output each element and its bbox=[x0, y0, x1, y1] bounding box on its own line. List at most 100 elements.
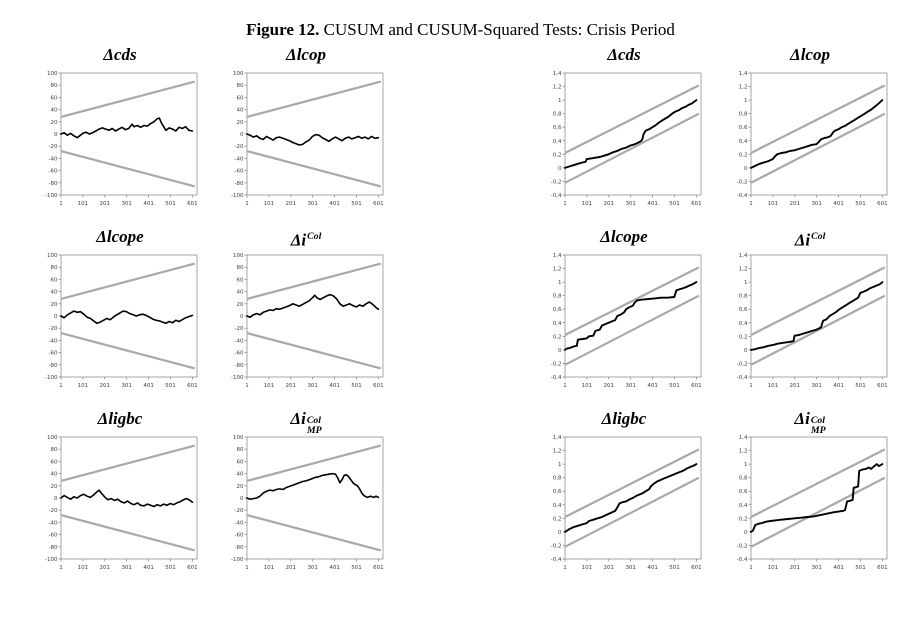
plot-border bbox=[750, 436, 888, 560]
y-tick-label: -60 bbox=[235, 169, 244, 175]
lower-band-line bbox=[564, 294, 700, 366]
chart-title: Δcds bbox=[40, 44, 200, 68]
y-tick-label: -80 bbox=[235, 363, 244, 369]
lower-band-line bbox=[246, 150, 382, 188]
x-tick-label: 101 bbox=[582, 565, 593, 571]
y-tick-label: 0 bbox=[558, 166, 562, 172]
chart-plot-area: 100 80 60 40 20 0 -20 -40 -60 -80 -100 1 101 201 301 40… bbox=[40, 250, 200, 396]
y-tick-label: 0,6 bbox=[739, 307, 748, 313]
chart-title: Δcds bbox=[544, 44, 704, 68]
x-tick-label: 401 bbox=[647, 565, 658, 571]
x-tick-label: 201 bbox=[790, 201, 801, 207]
y-tick-label: -80 bbox=[235, 545, 244, 551]
y-tick-label: 0,6 bbox=[739, 125, 748, 131]
x-tick-label: 301 bbox=[307, 201, 318, 207]
y-tick-label: 0,6 bbox=[553, 307, 562, 313]
x-tick-label: 401 bbox=[143, 201, 154, 207]
cusum-statistic-line bbox=[750, 463, 884, 533]
lower-band-line bbox=[60, 514, 196, 552]
cusum-statistic-line bbox=[246, 472, 380, 500]
y-tick-label: 1 bbox=[558, 462, 562, 468]
cusum-statistic-line bbox=[564, 99, 698, 169]
y-tick-label: 0,8 bbox=[739, 294, 748, 300]
upper-band-line bbox=[564, 84, 700, 154]
x-tick-label: 201 bbox=[604, 565, 615, 571]
x-tick-label: 301 bbox=[307, 383, 318, 389]
y-tick-label: 0,6 bbox=[553, 125, 562, 131]
y-tick-label: -100 bbox=[231, 375, 244, 381]
y-tick-label: 60 bbox=[51, 277, 58, 283]
y-tick-label: 1 bbox=[558, 98, 562, 104]
y-tick-label: -40 bbox=[235, 338, 244, 344]
chart-cusum-ligbc: Δligbc 100 80 60 40 20 0 -20 -40 -60 -80 -100 1 101 2… bbox=[40, 408, 200, 578]
y-tick-label: 0,2 bbox=[739, 334, 748, 340]
y-tick-label: -20 bbox=[235, 326, 244, 332]
y-tick-label: 0 bbox=[54, 496, 58, 502]
y-tick-label: 80 bbox=[51, 265, 58, 271]
y-tick-label: 1 bbox=[558, 280, 562, 286]
plot-border bbox=[60, 436, 198, 560]
chart-title: Δi Col MP bbox=[730, 408, 890, 436]
x-tick-label: 501 bbox=[165, 565, 176, 571]
y-tick-label: 0 bbox=[744, 348, 748, 354]
cusumsq-icol-mp-plot-svg: 1,41,210,80,60,40,20-0,2-0,41 101 201 301 40… bbox=[737, 435, 888, 571]
y-tick-label: 0,2 bbox=[739, 516, 748, 522]
lower-band-line bbox=[246, 514, 382, 552]
x-tick-label: 501 bbox=[351, 383, 362, 389]
y-tick-label: 80 bbox=[237, 265, 244, 271]
x-tick-label: 101 bbox=[78, 201, 89, 207]
y-tick-label: -0,2 bbox=[551, 179, 562, 185]
y-tick-label: 0,8 bbox=[553, 294, 562, 300]
x-tick-label: 601 bbox=[373, 565, 384, 571]
chart-title-text: Δligbc bbox=[97, 409, 143, 428]
x-tick-label: 101 bbox=[582, 201, 593, 207]
y-tick-label: 1,4 bbox=[553, 253, 562, 259]
y-tick-label: 0 bbox=[240, 314, 244, 320]
y-tick-label: 0,2 bbox=[553, 152, 562, 158]
x-tick-label: 601 bbox=[373, 201, 384, 207]
y-tick-label: 60 bbox=[237, 459, 244, 465]
chart-title: Δlcope bbox=[544, 226, 704, 250]
cusumsq-ligbc-plot-svg: 1,41,210,80,60,40,20-0,2-0,41 101 201 301 40… bbox=[551, 435, 702, 571]
y-tick-label: 0,2 bbox=[739, 152, 748, 158]
y-tick-label: 80 bbox=[51, 447, 58, 453]
y-tick-label: -60 bbox=[235, 351, 244, 357]
x-tick-label: 401 bbox=[143, 383, 154, 389]
x-tick-label: 401 bbox=[329, 201, 340, 207]
x-tick-label: 501 bbox=[855, 383, 866, 389]
y-tick-label: 0,6 bbox=[553, 489, 562, 495]
cusum-statistic-line bbox=[60, 489, 194, 508]
y-tick-label: 0,8 bbox=[739, 476, 748, 482]
y-tick-label: -80 bbox=[49, 181, 58, 187]
lower-band-line bbox=[60, 332, 196, 370]
cusumsq-cds-plot-svg: 1,41,210,80,60,40,20-0,2-0,41 101 201 301 40… bbox=[551, 71, 702, 207]
y-tick-label: -0,4 bbox=[551, 375, 562, 381]
y-tick-label: 0,2 bbox=[553, 516, 562, 522]
x-tick-label: 101 bbox=[264, 565, 275, 571]
x-tick-label: 301 bbox=[625, 201, 636, 207]
y-tick-label: -40 bbox=[49, 338, 58, 344]
y-tick-label: 60 bbox=[237, 277, 244, 283]
x-tick-label: 101 bbox=[582, 383, 593, 389]
plot-border bbox=[60, 254, 198, 378]
cusum-group: Δcds 100 80 60 40 20 0 -20 -40 -60 -80 -100 1 101 201… bbox=[40, 44, 386, 578]
chart-title: ΔiCol bbox=[226, 226, 386, 250]
y-tick-label: 0,4 bbox=[553, 139, 562, 145]
y-tick-label: -40 bbox=[235, 520, 244, 526]
x-tick-label: 201 bbox=[790, 565, 801, 571]
y-tick-label: 100 bbox=[233, 435, 244, 441]
chart-plot-area: 100 80 60 40 20 0 -20 -40 -60 -80 -100 1 101 201 301 40… bbox=[226, 432, 386, 578]
x-tick-label: 601 bbox=[877, 565, 888, 571]
chart-title: Δligbc bbox=[544, 408, 704, 432]
chart-plot-area: 100 80 60 40 20 0 -20 -40 -60 -80 -100 1 101 201 301 40… bbox=[40, 432, 200, 578]
y-tick-label: 0 bbox=[744, 166, 748, 172]
x-tick-label: 601 bbox=[691, 383, 702, 389]
chart-title-text: Δlcop bbox=[286, 45, 326, 64]
figure-title: Figure 12. CUSUM and CUSUM-Squared Tests… bbox=[0, 0, 921, 40]
